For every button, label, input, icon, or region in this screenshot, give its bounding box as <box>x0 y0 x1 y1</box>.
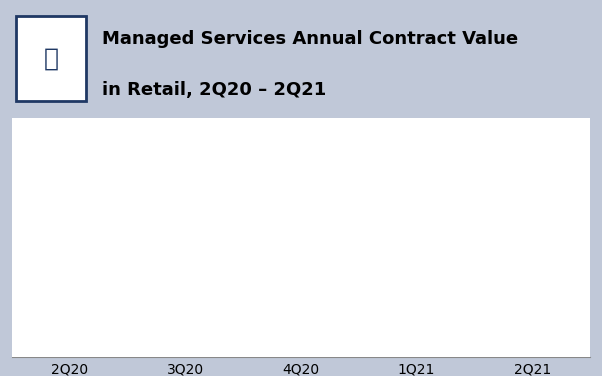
Text: $419: $419 <box>513 173 551 187</box>
Bar <box>500 160 564 357</box>
Text: $419: $419 <box>513 173 551 187</box>
Text: $424: $424 <box>397 171 436 185</box>
Text: $265: $265 <box>51 246 89 260</box>
Bar <box>385 158 448 357</box>
Text: in Retail, 2Q20 – 2Q21: in Retail, 2Q20 – 2Q21 <box>102 81 327 99</box>
Text: $424: $424 <box>397 171 436 185</box>
Text: $344: $344 <box>166 209 205 223</box>
Text: ACV $M: ACV $M <box>18 138 78 152</box>
FancyBboxPatch shape <box>16 16 87 101</box>
Bar <box>38 233 102 357</box>
Text: 1H21 ACV of $843M
is second-best
result in history: 1H21 ACV of $843M is second-best result … <box>423 266 578 313</box>
Bar <box>500 160 564 357</box>
Text: Managed Services Annual Contract Value: Managed Services Annual Contract Value <box>102 30 518 49</box>
Bar <box>385 158 448 357</box>
Bar <box>269 166 333 357</box>
FancyBboxPatch shape <box>373 138 576 357</box>
Text: 🛒: 🛒 <box>44 46 58 70</box>
Bar <box>154 196 217 357</box>
Text: $406: $406 <box>282 180 320 194</box>
